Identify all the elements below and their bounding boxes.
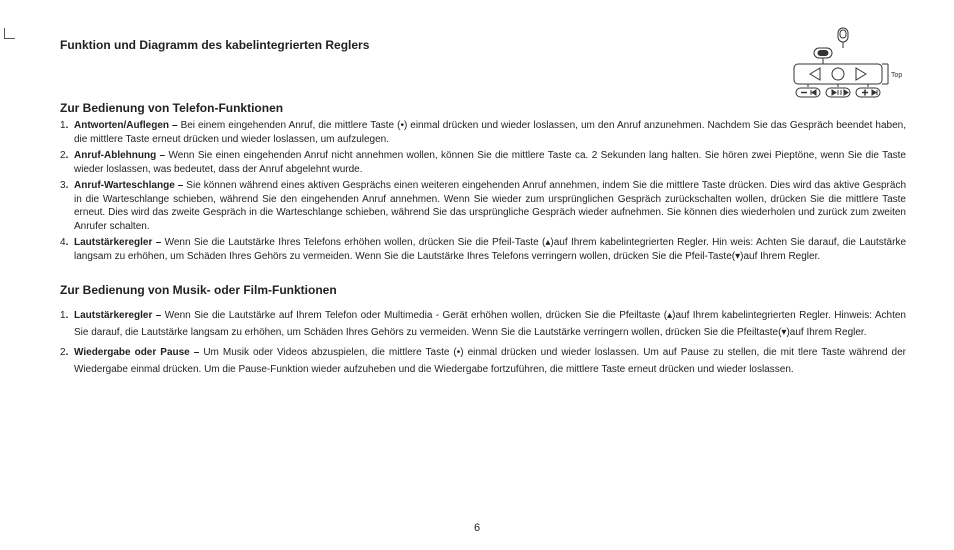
header-row: Funktion und Diagramm des kabelintegrier… [60,32,906,103]
list-item: 1. Antworten/Auflegen – Bei einem eingeh… [60,119,906,146]
list-item: 4. Lautstärkeregler – Wenn Sie die Lauts… [60,236,906,263]
musik-heading: Zur Bedienung von Musik- oder Film-Funkt… [60,283,906,297]
page: Funktion und Diagramm des kabelintegrier… [0,0,954,550]
list-item: 1. Lautstärkeregler – Wenn Sie die Lauts… [60,307,906,341]
controller-diagram: Top [776,26,906,103]
list-item: 3. Anruf-Warteschlange – Sie können währ… [60,179,906,233]
page-number: 6 [0,522,954,534]
musik-list: 1. Lautstärkeregler – Wenn Sie die Lauts… [60,307,906,378]
main-heading: Funktion und Diagramm des kabelintegrier… [60,38,766,52]
list-item: 2. Anruf-Ablehnung – Wenn Sie einen eing… [60,149,906,176]
list-item: 2. Wiedergabe oder Pause – Um Musik oder… [60,344,906,378]
telefon-heading: Zur Bedienung von Telefon-Funktionen [60,101,906,115]
telefon-list: 1. Antworten/Auflegen – Bei einem eingeh… [60,119,906,263]
diagram-top-label: Top [891,72,902,79]
crop-mark [4,28,15,39]
